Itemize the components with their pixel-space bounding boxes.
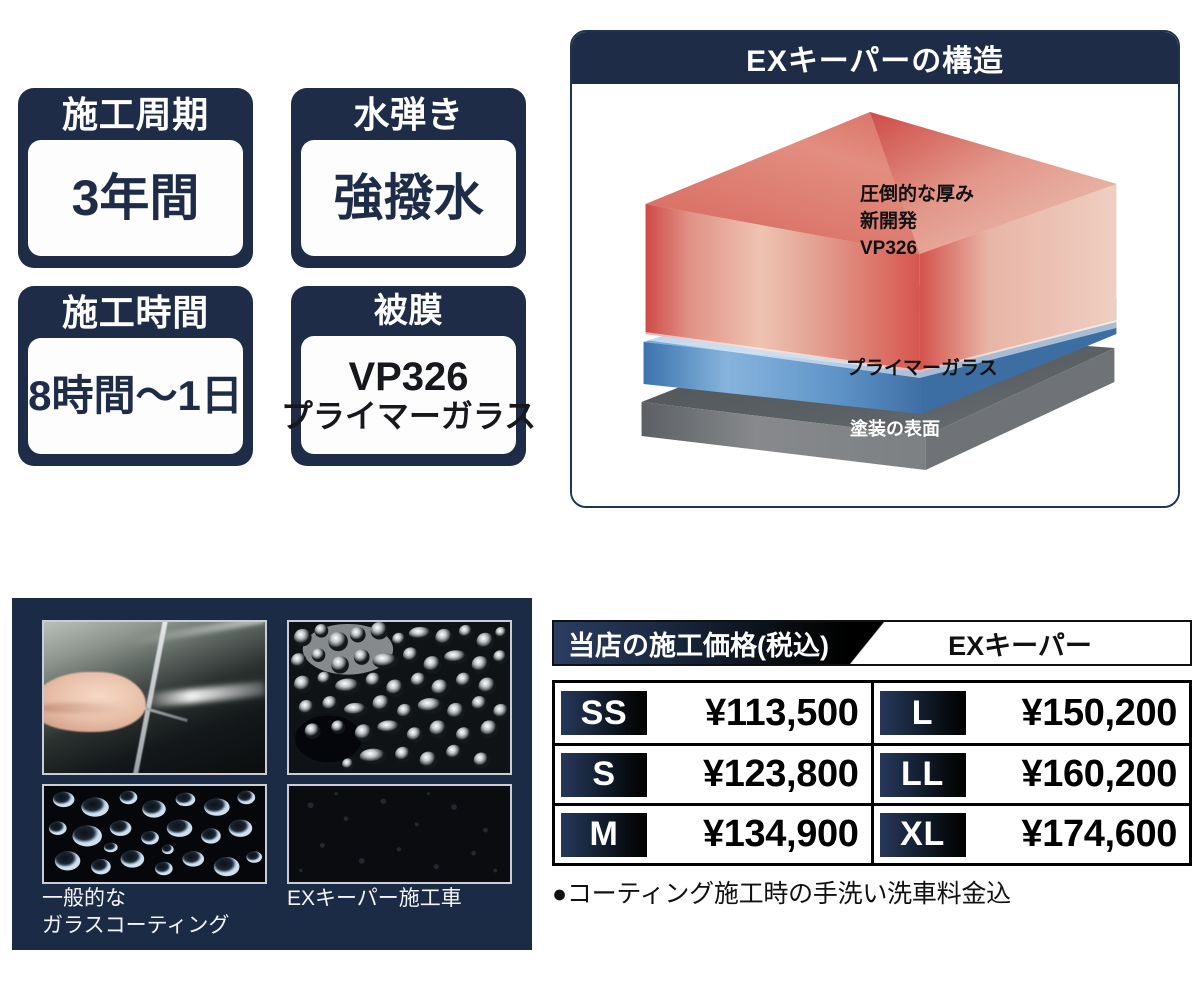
price-grid: SS ¥113,500 S ¥123,800 M ¥134,900 L ¥150…	[552, 680, 1192, 866]
feature-cards: 施工周期 3年間 水弾き 強撥水 施工時間 8時間〜1日 被膜 VP326 プラ…	[18, 88, 538, 478]
feature-card-title: 施工周期	[62, 94, 209, 135]
photo-comparison-panel: 一般的な ガラスコーティング EXキーパー施工車	[12, 598, 532, 950]
size-badge: SS	[561, 691, 647, 735]
feature-card-title: 被膜	[373, 292, 444, 330]
table-row: XL ¥174,600	[873, 803, 1189, 863]
structure-panel-body: 圧倒的な厚み 新開発 VP326 プライマーガラス 塗装の表面	[572, 84, 1178, 506]
feature-card-value: 3年間	[71, 169, 200, 226]
photo-hand-on-car	[42, 620, 267, 775]
photo-caption-right: EXキーパー施工車	[287, 887, 462, 910]
price-table-header: 当店の施工価格(税込) EXキーパー	[552, 620, 1192, 666]
layer-label-base: 塗装の表面	[850, 419, 940, 439]
price-header-left-label: 当店の施工価格(税込)	[554, 622, 850, 664]
price-amount: ¥134,900	[703, 813, 859, 855]
layer-label-top: 圧倒的な厚み 新開発 VP326	[860, 184, 975, 259]
size-badge: M	[561, 812, 647, 857]
price-amount: ¥174,600	[1021, 813, 1178, 855]
price-amount: ¥160,200	[1021, 753, 1178, 795]
price-amount: ¥113,500	[705, 691, 859, 734]
photo-ordinary-coating-beads	[42, 784, 267, 884]
price-table-note: ●コーティング施工時の手洗い洗車料金込	[552, 880, 1011, 908]
feature-card-water-repellency: 水弾き 強撥水	[291, 88, 526, 268]
size-badge: S	[561, 752, 647, 797]
table-row: L ¥150,200	[873, 683, 1189, 743]
photo-ex-keeper-treated-car	[287, 784, 512, 884]
price-header-right-label: EXキーパー	[850, 622, 1190, 664]
structure-panel-title: EXキーパーの構造	[572, 32, 1178, 84]
table-row: S ¥123,800	[555, 743, 871, 803]
price-amount: ¥150,200	[1021, 691, 1178, 734]
feature-card-value-primary: VP326	[348, 355, 469, 400]
size-badge: LL	[879, 752, 966, 797]
price-table: 当店の施工価格(税込) EXキーパー SS ¥113,500 S ¥123,80…	[552, 620, 1192, 910]
structure-panel: EXキーパーの構造	[570, 30, 1180, 508]
price-column-right: L ¥150,200 LL ¥160,200 XL ¥174,600	[870, 683, 1189, 863]
header-diagonal-divider	[850, 622, 884, 664]
photo-dense-water-beads	[287, 620, 512, 775]
feature-card-title: 水弾き	[353, 94, 464, 135]
feature-card-value: 8時間〜1日	[28, 371, 243, 419]
feature-card-body: 3年間	[28, 139, 243, 256]
feature-card-cycle: 施工周期 3年間	[18, 88, 253, 268]
layer-label-middle: プライマーガラス	[846, 358, 998, 379]
size-badge: L	[879, 691, 966, 735]
feature-card-film: 被膜 VP326 プライマーガラス	[281, 286, 536, 466]
price-column-left: SS ¥113,500 S ¥123,800 M ¥134,900	[555, 683, 871, 863]
feature-card-value-secondary: プライマーガラス	[280, 398, 537, 435]
coating-layer-diagram	[641, 112, 1117, 470]
feature-card-body: 強撥水	[301, 139, 516, 256]
feature-card-body: VP326 プライマーガラス	[281, 335, 536, 454]
table-row: SS ¥113,500	[555, 683, 871, 743]
feature-card-value: 強撥水	[333, 169, 484, 226]
table-row: LL ¥160,200	[873, 743, 1189, 803]
size-badge: XL	[879, 812, 966, 857]
feature-card-body: 8時間〜1日	[28, 337, 243, 454]
photo-caption-left: 一般的な ガラスコーティング	[42, 887, 230, 937]
feature-card-duration: 施工時間 8時間〜1日	[18, 286, 253, 466]
feature-card-title: 施工時間	[62, 292, 209, 333]
table-row: M ¥134,900	[555, 803, 871, 863]
price-amount: ¥123,800	[703, 753, 859, 795]
